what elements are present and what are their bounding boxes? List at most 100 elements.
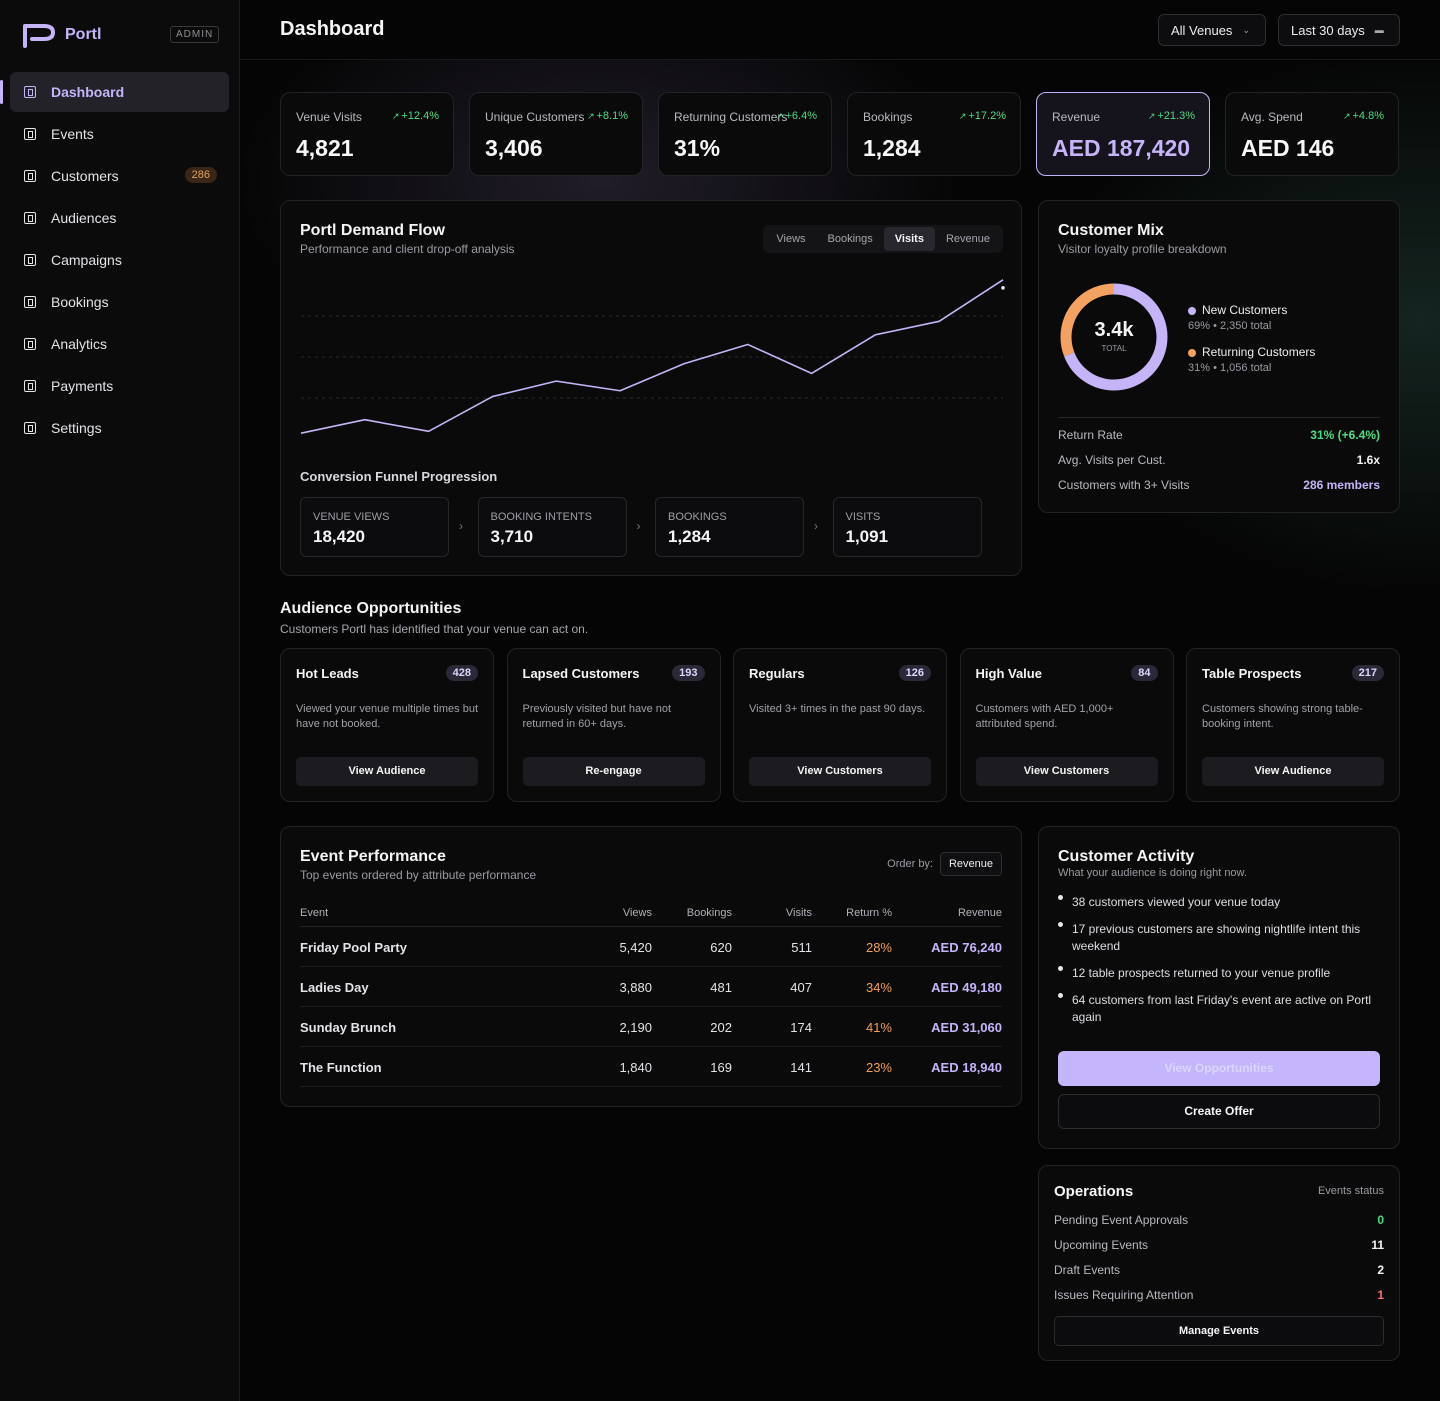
- campaigns-icon: [24, 254, 36, 266]
- events-icon: [24, 128, 36, 140]
- kpi-label: Unique Customers: [485, 110, 585, 124]
- column-header[interactable]: Revenue: [957, 907, 1002, 919]
- audience-count-badge: 428: [445, 665, 478, 681]
- legend-detail: 31% • 1,056 total: [1188, 362, 1272, 374]
- bookings-icon: [24, 296, 36, 308]
- view-opportunities-button[interactable]: View Opportunities: [1058, 1051, 1380, 1086]
- kpi-value: 31%: [674, 135, 721, 161]
- sidebar-item-analytics[interactable]: Analytics: [10, 324, 229, 364]
- kpi-card-unique-customers[interactable]: Unique Customers ↗ +8.1% 3,406: [469, 92, 643, 176]
- sidebar-item-label: Customers: [51, 168, 119, 184]
- operations-row: Upcoming Events 11: [1054, 1238, 1384, 1256]
- legend-dot: [1188, 307, 1196, 315]
- table-row[interactable]: Friday Pool Party 5,420 620 511 28% AED 76,24…: [300, 927, 1002, 967]
- sidebar-item-customers[interactable]: Customers 286: [10, 156, 229, 196]
- column-header[interactable]: Bookings: [686, 907, 732, 919]
- table-cell: AED 31,060: [931, 1020, 1002, 1035]
- create-offer-button[interactable]: Create Offer: [1058, 1094, 1380, 1129]
- kpi-card-avg-spend[interactable]: Avg. Spend ↗ +4.8% AED 146: [1225, 92, 1399, 176]
- sidebar-item-settings[interactable]: Settings: [10, 408, 229, 448]
- date-range-button[interactable]: Last 30 days ▬: [1278, 14, 1400, 46]
- funnel-step-visits: VISITS 1,091: [832, 497, 982, 557]
- table-row[interactable]: Sunday Brunch 2,190 202 174 41% AED 31,060: [300, 1007, 1002, 1047]
- kpi-card-returning-customers[interactable]: Returning Customers ↗ +6.4% 31%: [658, 92, 832, 176]
- legend-name: Returning Customers: [1202, 345, 1316, 359]
- kpi-card-revenue[interactable]: Revenue ↗ +21.3% AED 187,420: [1036, 92, 1210, 176]
- sidebar-item-label: Bookings: [51, 294, 109, 310]
- kpi-delta-value: +4.8%: [1352, 110, 1385, 122]
- table-cell: Sunday Brunch: [300, 1020, 397, 1035]
- portl-logo-icon: [23, 24, 55, 48]
- sidebar-nav: Dashboard Events Customers 286 Audiences Camp…: [0, 72, 229, 450]
- divider: [1058, 417, 1380, 418]
- sidebar-item-label: Campaigns: [51, 252, 122, 268]
- kpi-label: Revenue: [1052, 110, 1101, 124]
- audience-count-badge: 217: [1351, 665, 1384, 681]
- funnel-step-label: VENUE VIEWS: [313, 511, 390, 523]
- kpi-delta: ↗ +4.8%: [1343, 110, 1384, 122]
- customer-activity-title: Customer Activity: [1058, 848, 1195, 865]
- sidebar-item-label: Dashboard: [51, 84, 125, 100]
- visits-series-line: [300, 279, 1004, 434]
- kpi-card-bookings[interactable]: Bookings ↗ +17.2% 1,284: [847, 92, 1021, 176]
- venue-select[interactable]: All Venues ⌄: [1158, 14, 1266, 46]
- operations-label: Upcoming Events: [1054, 1238, 1149, 1252]
- manage-events-button[interactable]: Manage Events: [1054, 1316, 1384, 1346]
- tab-revenue[interactable]: Revenue: [945, 233, 990, 245]
- sidebar-item-label: Analytics: [51, 336, 108, 352]
- activity-item: 12 table prospects returned to your venu…: [1058, 965, 1388, 982]
- mix-stat-row: Avg. Visits per Cust. 1.6x: [1058, 453, 1380, 471]
- sidebar-item-dashboard[interactable]: Dashboard: [0, 72, 229, 112]
- tab-bookings[interactable]: Bookings: [827, 233, 873, 245]
- event-performance-title: Event Performance: [300, 848, 446, 865]
- column-header[interactable]: Views: [622, 907, 652, 919]
- chevron-right-icon: ›: [814, 519, 818, 533]
- operations-title: Operations: [1054, 1183, 1134, 1200]
- table-row[interactable]: Ladies Day 3,880 481 407 34% AED 49,180: [300, 967, 1002, 1007]
- donut-total-label: TOTAL: [1101, 344, 1127, 353]
- payments-icon: [24, 380, 36, 392]
- funnel-step-value: 1,284: [668, 527, 711, 546]
- sidebar-item-payments[interactable]: Payments: [10, 366, 229, 406]
- tab-visits[interactable]: Visits: [883, 227, 935, 251]
- customer-mix-card: Customer Mix Visitor loyalty profile bre…: [1038, 200, 1400, 513]
- column-header[interactable]: Return %: [846, 907, 892, 919]
- audience-card-button[interactable]: View Audience: [296, 757, 478, 786]
- legend-detail: 69% • 2,350 total: [1188, 320, 1272, 332]
- operations-row: Pending Event Approvals 0: [1054, 1213, 1384, 1231]
- brand[interactable]: Portl: [22, 22, 101, 48]
- metric-tabs: Views Bookings Visits Revenue: [763, 225, 1003, 253]
- sidebar-item-audiences[interactable]: Audiences: [10, 198, 229, 238]
- table-cell: 41%: [865, 1020, 892, 1035]
- event-performance-subtitle: Top events ordered by attribute performa…: [300, 868, 537, 882]
- audience-card-high-value: High Value 84 Customers with AED 1,000+ at…: [959, 648, 1174, 802]
- audience-card-button[interactable]: View Audience: [1202, 757, 1384, 786]
- table-cell: 34%: [865, 980, 892, 995]
- kpi-card-venue-visits[interactable]: Venue Visits ↗ +12.4% 4,821: [280, 92, 454, 176]
- order-by-select[interactable]: Revenue: [939, 852, 1002, 876]
- events-status-label: Events status: [1317, 1185, 1384, 1197]
- table-cell: 141: [790, 1060, 812, 1075]
- table-cell: AED 76,240: [931, 940, 1002, 955]
- audience-card-title: High Value: [975, 666, 1042, 681]
- operations-label: Pending Event Approvals: [1054, 1213, 1189, 1227]
- kpi-label: Returning Customers: [674, 110, 788, 124]
- dashboard-icon: [24, 86, 36, 98]
- sidebar-item-bookings[interactable]: Bookings: [10, 282, 229, 322]
- tab-views[interactable]: Views: [776, 233, 806, 245]
- column-header[interactable]: Visits: [785, 907, 812, 919]
- table-row[interactable]: The Function 1,840 169 141 23% AED 18,940: [300, 1047, 1002, 1087]
- activity-item: 38 customers viewed your venue today: [1058, 894, 1388, 911]
- funnel-step-label: VISITS: [845, 511, 881, 523]
- sidebar-item-events[interactable]: Events: [10, 114, 229, 154]
- chevron-right-icon: ›: [459, 519, 463, 533]
- audience-card-button[interactable]: View Customers: [749, 757, 931, 786]
- customer-mix-subtitle: Visitor loyalty profile breakdown: [1058, 242, 1227, 256]
- kpi-label: Avg. Spend: [1241, 110, 1303, 124]
- sidebar-item-campaigns[interactable]: Campaigns: [10, 240, 229, 280]
- mix-stat-row: Customers with 3+ Visits 286 members: [1058, 478, 1380, 496]
- audience-card-button[interactable]: Re-engage: [522, 757, 705, 786]
- audience-card-button[interactable]: View Customers: [975, 757, 1158, 786]
- funnel-step-value: 18,420: [313, 527, 365, 546]
- column-header[interactable]: Event: [300, 907, 329, 919]
